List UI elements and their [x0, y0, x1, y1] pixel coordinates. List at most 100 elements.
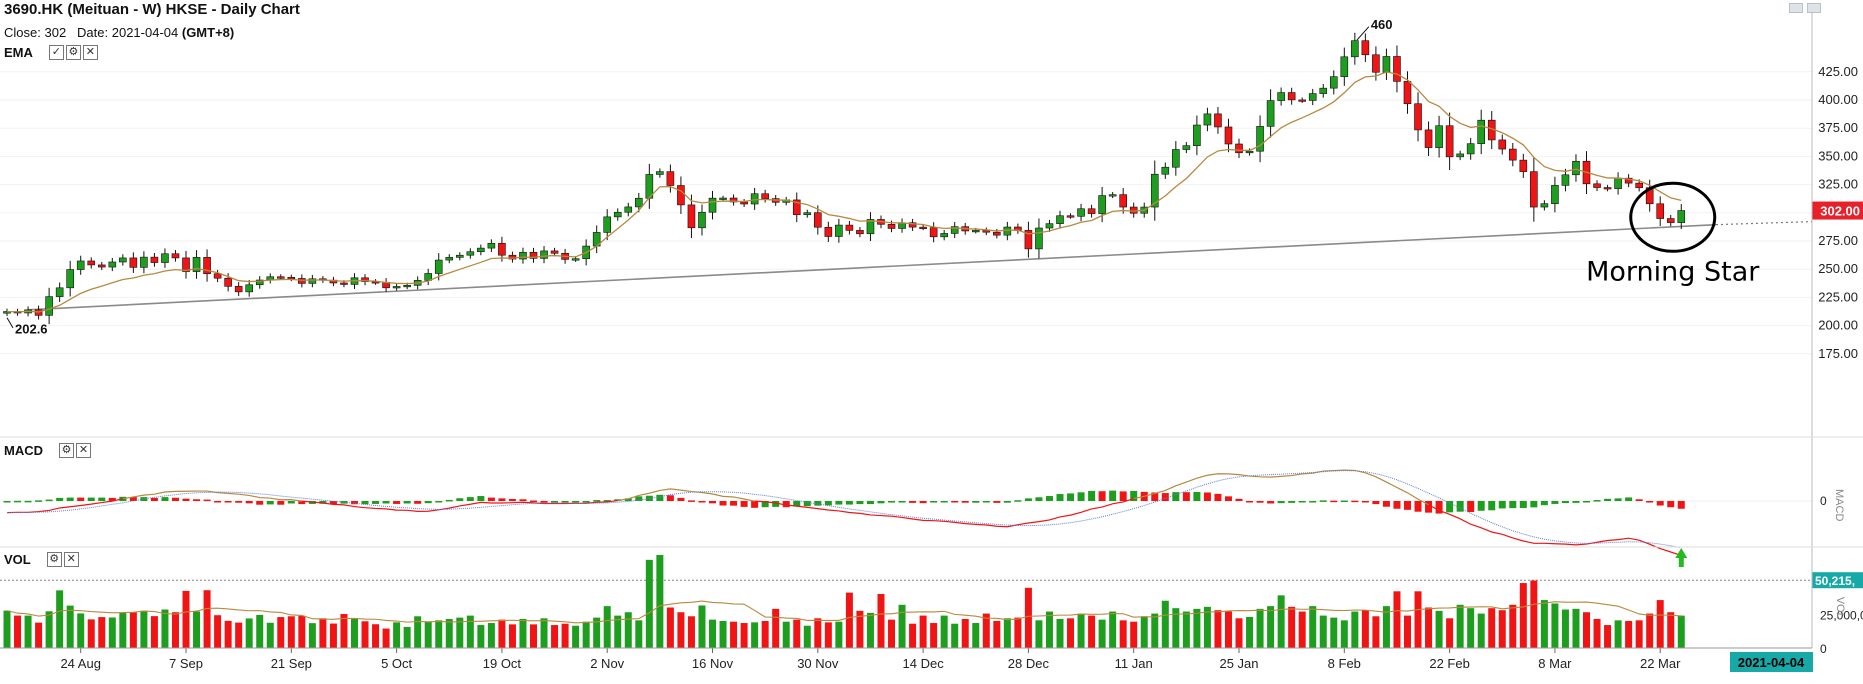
- ema-label: EMA: [4, 45, 33, 60]
- volume-bar: [245, 618, 253, 648]
- candle-body: [1077, 208, 1085, 217]
- volume-bar: [1477, 613, 1485, 648]
- candle-body: [1435, 125, 1443, 148]
- candle-body: [540, 250, 548, 259]
- candle-body: [887, 224, 896, 229]
- volume-bar: [687, 616, 695, 648]
- macd-histogram-bar: [1203, 492, 1211, 501]
- volume-bar: [203, 590, 211, 648]
- macd-histogram-bar: [1477, 501, 1485, 511]
- trend-line: [28, 220, 1813, 311]
- check-icon[interactable]: ✓: [48, 45, 64, 60]
- macd-histogram-bar: [14, 500, 22, 503]
- volume-bar: [403, 626, 411, 648]
- candle-body: [1624, 177, 1633, 184]
- volume-badge: [1812, 572, 1863, 589]
- candle-body: [477, 247, 485, 253]
- volume-bar: [1235, 618, 1243, 648]
- macd-histogram-bar: [1625, 497, 1633, 501]
- candle-body: [224, 277, 232, 287]
- close-icon[interactable]: ✕: [82, 45, 98, 60]
- candle-body: [1361, 40, 1370, 56]
- candle-body: [824, 226, 833, 237]
- macd-histogram-bar: [1014, 500, 1022, 502]
- macd-histogram-bar: [761, 501, 769, 508]
- volume-bar: [1340, 620, 1348, 648]
- macd-histogram-bar: [740, 501, 748, 507]
- volume-bar: [77, 613, 85, 648]
- volume-bar: [856, 610, 864, 648]
- volume-bar: [761, 621, 769, 648]
- volume-bar: [1119, 620, 1127, 648]
- macd-histogram-bar: [982, 501, 990, 503]
- macd-signal-line: [6, 470, 1682, 549]
- close-icon[interactable]: ✕: [63, 552, 79, 567]
- snapshot-icon[interactable]: [1789, 3, 1803, 13]
- macd-histogram-bar: [98, 497, 106, 501]
- volume-bar: [1003, 618, 1011, 648]
- macd-zero-label: 0: [1820, 494, 1827, 508]
- candle-body: [1635, 182, 1643, 188]
- macd-histogram-bar: [1351, 500, 1359, 503]
- volume-bar: [1382, 606, 1390, 648]
- volume-bar: [3, 610, 11, 648]
- candle-body: [97, 264, 106, 268]
- date-tick-label: 11 Jan: [1115, 656, 1153, 671]
- candle-body: [45, 296, 53, 316]
- price-tick-label: 325.00: [1818, 177, 1858, 192]
- candle-body: [1530, 171, 1538, 208]
- macd-histogram-bar: [1035, 497, 1043, 501]
- macd-histogram-bar: [382, 501, 390, 504]
- macd-histogram-bar: [835, 501, 843, 505]
- volume-bar: [1246, 616, 1254, 648]
- volume-bar: [477, 625, 485, 648]
- low-pointer: [6, 317, 14, 329]
- macd-histogram-bar: [361, 501, 369, 505]
- macd-histogram-bar: [1446, 501, 1454, 513]
- candle-body: [1340, 56, 1349, 77]
- candle-body: [1372, 54, 1380, 73]
- volume-bar: [1224, 611, 1232, 648]
- volume-badge-value: 50,215,: [1815, 574, 1855, 588]
- candle-body: [519, 251, 527, 260]
- volume-bar: [1014, 617, 1022, 648]
- volume-bar: [909, 623, 917, 648]
- macd-histogram-bar: [498, 498, 506, 501]
- candle-body: [466, 251, 475, 256]
- volume-bar: [1456, 604, 1464, 648]
- volume-bar: [982, 613, 990, 648]
- macd-histogram-bar: [1403, 501, 1411, 510]
- close-icon[interactable]: ✕: [76, 443, 91, 458]
- macd-histogram-bar: [1604, 498, 1612, 501]
- volume-bar: [1509, 604, 1517, 648]
- volume-bar: [582, 621, 590, 648]
- macd-histogram-bar: [814, 501, 822, 506]
- volume-bar: [1393, 591, 1401, 648]
- volume-bar: [614, 615, 622, 648]
- macd-histogram-bar: [1130, 490, 1138, 501]
- price-tick-label: 175.00: [1818, 346, 1858, 361]
- gear-icon[interactable]: ⚙: [65, 45, 81, 60]
- macd-histogram-bar: [1646, 501, 1654, 503]
- candle-body: [298, 278, 306, 284]
- volume-bar: [603, 606, 611, 648]
- macd-histogram-bar: [519, 499, 527, 501]
- volume-bar: [551, 625, 559, 648]
- candle-body: [603, 216, 612, 233]
- candle-body: [993, 231, 1001, 236]
- candle-body: [624, 206, 633, 213]
- macd-histogram-bar: [287, 501, 295, 504]
- gear-icon[interactable]: ⚙: [59, 443, 74, 458]
- gear-icon[interactable]: ⚙: [46, 552, 62, 567]
- volume-bar: [1130, 621, 1138, 648]
- macd-histogram-bar: [245, 501, 253, 504]
- macd-histogram-bar: [161, 497, 169, 501]
- volume-bar: [1488, 608, 1496, 648]
- fullscreen-icon[interactable]: [1807, 3, 1821, 13]
- price-tick-label: 275.00: [1818, 233, 1858, 248]
- volume-bar: [1088, 615, 1096, 648]
- macd-histogram-bar: [87, 497, 95, 501]
- macd-histogram-bar: [150, 497, 158, 501]
- volume-bar: [866, 612, 874, 648]
- volume-bar: [993, 621, 1001, 648]
